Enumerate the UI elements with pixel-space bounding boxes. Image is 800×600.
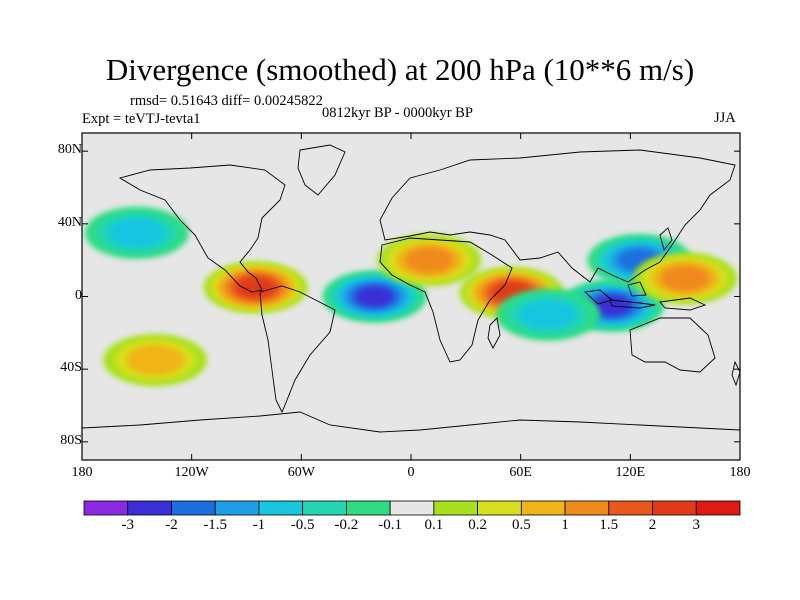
colorbar-box (345, 500, 391, 516)
period-label: 0812kyr BP - 0000kyr BP (322, 105, 473, 121)
colorbar-label: 1 (561, 517, 569, 533)
field-contour (236, 277, 275, 298)
colorbar-label: 1.5 (599, 517, 619, 533)
lat-tick-label: 80S (60, 432, 82, 448)
colorbar-box (695, 500, 741, 516)
colorbar-box (302, 500, 347, 516)
colorbar-label: 0.2 (468, 517, 487, 533)
coastlines (82, 144, 740, 433)
lon-tick-label: 120E (615, 465, 646, 480)
colorbar-label: 3 (692, 517, 701, 533)
colorbar-label: -3 (121, 517, 134, 533)
colorbar-label: -0.1 (378, 517, 402, 533)
colorbar-box (520, 500, 566, 516)
stats-text: rmsd= 0.51643 diff= 0.00245822 (130, 93, 323, 109)
field-contour (107, 217, 166, 248)
lat-tick-label: 40N (57, 214, 82, 230)
lon-tick-label: 120W (174, 465, 209, 480)
colorbar-box (608, 500, 653, 516)
season-label: JJA (714, 110, 736, 126)
colorbar-label: -1.5 (203, 517, 228, 533)
colorbar-box (214, 500, 260, 516)
lat-tick-label: 80N (57, 142, 82, 158)
colorbar-box (477, 500, 522, 516)
colorbar-box (127, 500, 172, 516)
lat-tick-label: 0 (75, 287, 82, 303)
lon-tick-label: 60E (509, 465, 532, 480)
lon-tick-label: 60W (287, 465, 315, 480)
axis-ticks (81, 133, 741, 460)
lat-tick-label: 40S (60, 360, 82, 376)
lon-tick-label: 0 (407, 465, 415, 480)
figure-title: Divergence (smoothed) at 200 hPa (10**6 … (105, 52, 695, 87)
field-contour (355, 286, 394, 307)
colorbar-box (83, 500, 129, 516)
colorbar-label: 2 (648, 517, 657, 533)
colorbar-label: 0.1 (424, 517, 444, 533)
colorbar-label: 0.5 (511, 517, 531, 533)
lon-tick-label: 180 (729, 465, 751, 480)
colorbar-label: -1 (252, 517, 266, 533)
field-contour (126, 345, 185, 376)
colorbar-label: -0.5 (290, 517, 315, 533)
colorbar-box (433, 500, 479, 516)
colorbar-box (564, 500, 610, 516)
lon-tick-label: 180 (71, 465, 93, 480)
colorbar-label: -2 (165, 517, 178, 533)
experiment-label: Expt = teVTJ-tevta1 (82, 111, 201, 127)
colorbar-box (171, 500, 216, 516)
colorbar-box (258, 500, 304, 516)
colorbar-box (652, 500, 697, 516)
field-contour (404, 247, 454, 273)
colorbar-label: -0.2 (334, 517, 359, 533)
field-contour (519, 299, 578, 330)
colorbar-box (389, 500, 435, 516)
field-contour (660, 265, 710, 292)
